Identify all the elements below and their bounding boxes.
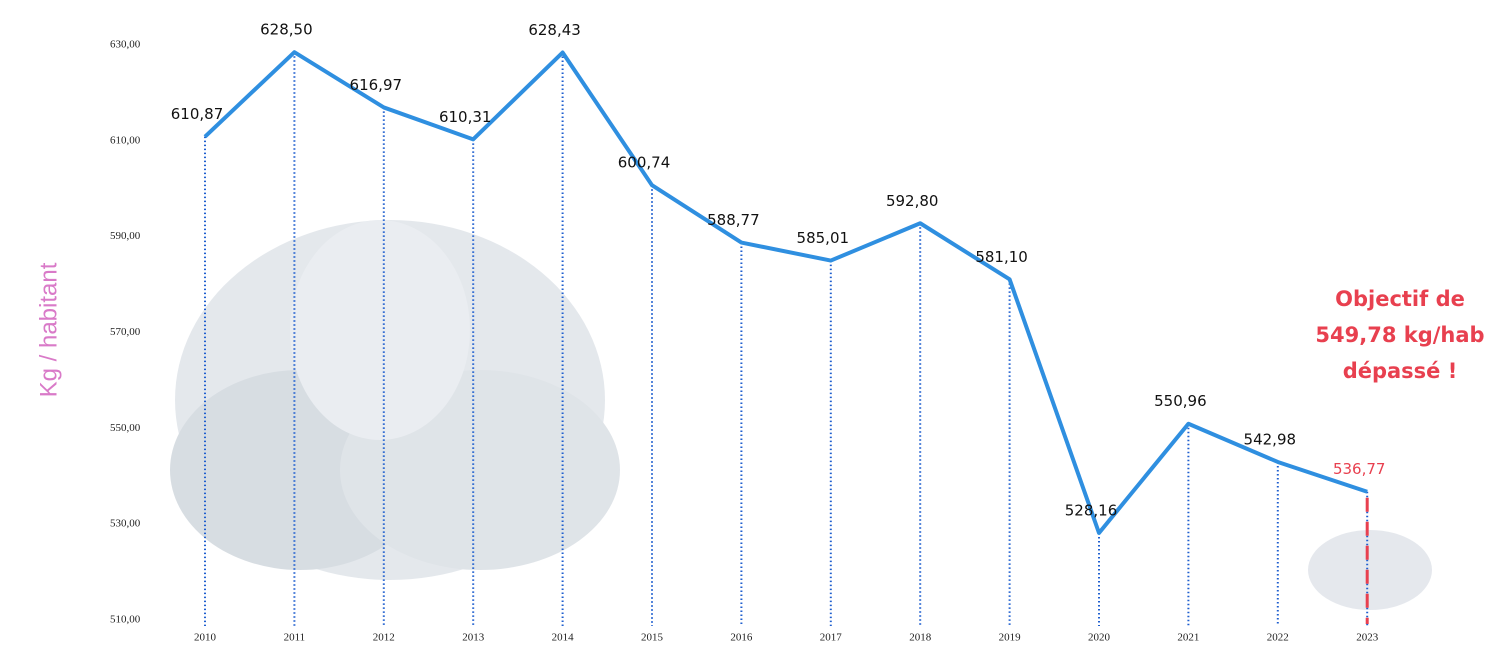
waste-pile	[170, 220, 1432, 610]
x-tick-label: 2017	[820, 632, 843, 644]
data-label: 628,43	[528, 21, 581, 39]
x-tick-label: 2016	[730, 632, 753, 644]
data-label: 585,01	[797, 229, 850, 247]
y-axis-title: Kg / habitant	[35, 262, 62, 397]
data-label: 536,77	[1333, 460, 1386, 478]
data-label: 610,31	[439, 108, 492, 126]
y-tick-label: 550,00	[110, 422, 141, 434]
y-tick-label: 610,00	[110, 134, 141, 146]
y-tick-label: 570,00	[110, 326, 141, 338]
data-label: 610,87	[171, 105, 224, 123]
x-tick-label: 2022	[1267, 632, 1289, 644]
data-label: 550,96	[1154, 392, 1207, 410]
x-tick-label: 2021	[1177, 632, 1199, 644]
x-tick-label: 2023	[1356, 632, 1379, 644]
data-label: 592,80	[886, 192, 939, 210]
y-tick-label: 630,00	[110, 39, 141, 51]
x-tick-label: 2012	[373, 632, 395, 644]
x-tick-label: 2011	[284, 632, 306, 644]
y-tick-label: 590,00	[110, 230, 141, 242]
series-line	[203, 50, 1368, 535]
x-tick-label: 2010	[194, 632, 217, 644]
data-label: 581,10	[975, 248, 1028, 266]
data-label: 528,16	[1065, 501, 1118, 519]
x-tick-label: 2013	[462, 632, 485, 644]
data-label: 600,74	[618, 154, 671, 172]
data-label: 628,50	[260, 21, 313, 39]
y-tick-label: 510,00	[110, 614, 141, 626]
x-tick-label: 2020	[1088, 632, 1111, 644]
x-tick-label: 2014	[552, 632, 575, 644]
data-label: 588,77	[707, 211, 760, 229]
y-tick-label: 530,00	[110, 518, 141, 530]
x-tick-label: 2018	[909, 632, 932, 644]
annotation: 549,78 kg/hab	[1315, 323, 1484, 347]
annotation: Objectif de	[1335, 287, 1465, 311]
x-tick-label: 2019	[999, 632, 1022, 644]
annotation: dépassé !	[1343, 359, 1458, 383]
data-label: 616,97	[350, 76, 403, 94]
data-label: 542,98	[1244, 430, 1297, 448]
x-tick-label: 2015	[641, 632, 664, 644]
